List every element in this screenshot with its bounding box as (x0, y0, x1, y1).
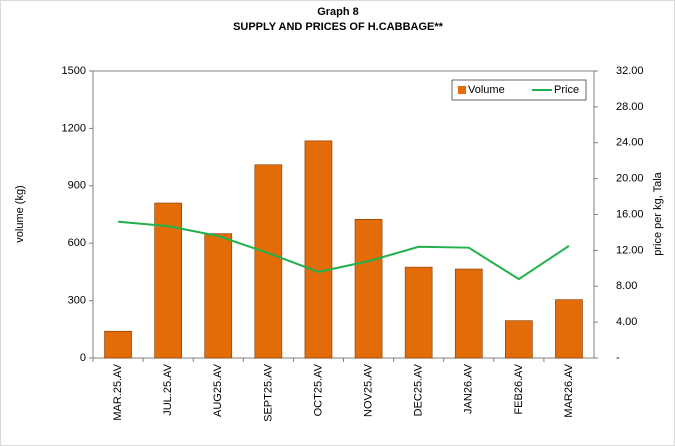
y2-tick-label: 32.00 (616, 65, 644, 77)
y2-tick-label: 16.00 (616, 208, 644, 220)
y-tick-label: 0 (80, 352, 86, 364)
y-axis-label: volume (kg) (14, 185, 26, 242)
legend-label: Price (554, 84, 579, 96)
y2-tick-label: 20.00 (616, 173, 644, 185)
y-tick-label: 1500 (62, 65, 86, 77)
bar (354, 218, 383, 359)
price-line (117, 220, 570, 281)
bar (204, 233, 233, 359)
legend-label: Volume (468, 84, 505, 96)
x-tick-label: OCT25.AV (312, 363, 324, 416)
x-tick-label: MAR.25.AV (112, 363, 124, 420)
bar (254, 164, 283, 359)
bar (454, 268, 483, 359)
y2-tick-label: 12.00 (616, 244, 644, 256)
y-tick-label: 600 (68, 237, 86, 249)
y2-axis-label: price per kg, Tala (652, 171, 664, 255)
y2-tick-label: - (616, 352, 620, 364)
x-tick-label: JUL.25.AV (162, 363, 174, 415)
bar (555, 299, 583, 359)
x-tick-label: MAR26.AV (563, 363, 575, 417)
bar (505, 320, 533, 359)
y2-tick-label: 28.00 (616, 101, 644, 113)
x-tick-label: JAN26.AV (463, 363, 475, 414)
y-tick-label: 300 (68, 295, 86, 307)
chart-subtitle: SUPPLY AND PRICES OF H.CABBAGE** (233, 21, 444, 33)
y2-tick-label: 8.00 (616, 280, 637, 292)
bar (104, 330, 132, 359)
x-tick-label: SEPT25.AV (262, 363, 274, 422)
y-tick-label: 900 (68, 180, 86, 192)
legend-box (451, 79, 587, 101)
legend-swatch (458, 86, 466, 94)
legend: Volume Price (451, 79, 587, 101)
x-tick-label: DEC25.AV (413, 363, 425, 416)
y2-tick-label: 24.00 (616, 137, 644, 149)
y2-tick-label: 4.00 (616, 316, 637, 328)
bar (304, 140, 333, 359)
y-tick-label: 1200 (62, 122, 86, 134)
x-tick-label: AUG25.AV (212, 363, 224, 417)
x-tick-label: FEB26.AV (513, 363, 525, 414)
bar (404, 266, 433, 359)
chart-title: Graph 8 (317, 6, 359, 18)
x-tick-label: NOV25.AV (362, 363, 374, 417)
